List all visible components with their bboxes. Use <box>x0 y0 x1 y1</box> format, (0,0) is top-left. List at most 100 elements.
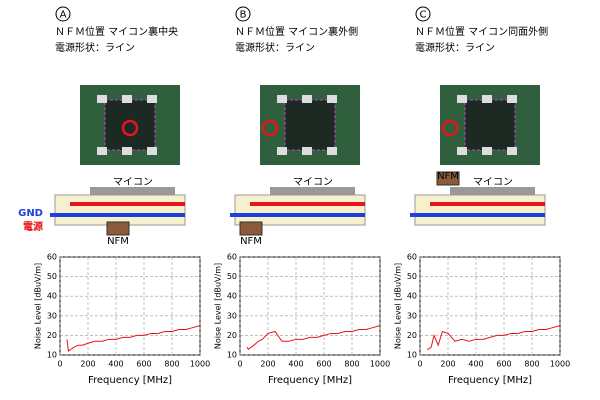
board-section <box>414 194 546 226</box>
y-tick-label: 30 <box>407 311 417 320</box>
chip-section <box>270 187 355 195</box>
panel-badge <box>235 6 251 22</box>
x-tick-label: 600 <box>316 360 331 369</box>
pcb-pad <box>507 95 517 103</box>
x-tick-label: 200 <box>260 360 275 369</box>
pcb-pad <box>277 147 287 155</box>
panel-label: C <box>420 10 427 21</box>
chip-label: マイコン <box>113 177 153 188</box>
panel-badge <box>55 6 71 22</box>
y-tick-label: 30 <box>227 311 237 320</box>
x-tick-label: 1000 <box>190 360 210 369</box>
pcb-pad <box>277 95 287 103</box>
y-tick-label: 20 <box>47 331 57 340</box>
pcb-pad <box>482 95 492 103</box>
pcb-chip <box>104 99 156 151</box>
y-tick-label: 50 <box>227 272 237 281</box>
pcb-pad <box>97 95 107 103</box>
pcb-pad <box>122 95 132 103</box>
y-axis-label: Noise Level [dBuV/m] <box>214 263 223 349</box>
plot-area <box>59 256 201 356</box>
board-section <box>54 194 186 226</box>
y-tick-label: 40 <box>407 292 417 301</box>
panel-subtitle: 電源形状：ライン <box>235 41 315 54</box>
nfm-label: NFM <box>107 236 129 247</box>
panel-title: ＮＦＭ位置 マイコン同面外側 <box>415 25 548 38</box>
pcb-pad <box>507 147 517 155</box>
pcb-pad <box>147 147 157 155</box>
y-tick-label: 60 <box>407 253 417 262</box>
board-section <box>234 194 366 226</box>
y-tick-label: 20 <box>407 331 417 340</box>
x-tick-label: 600 <box>496 360 511 369</box>
chip-section <box>450 187 535 195</box>
x-tick-label: 0 <box>57 360 62 369</box>
pcb-pad <box>327 147 337 155</box>
x-tick-label: 800 <box>344 360 359 369</box>
pcb-pad <box>482 147 492 155</box>
panel-label: A <box>60 10 67 21</box>
x-tick-label: 800 <box>164 360 179 369</box>
data-line <box>66 325 201 352</box>
chip-label: マイコン <box>293 177 333 188</box>
y-tick-label: 50 <box>47 272 57 281</box>
x-tick-label: 800 <box>524 360 539 369</box>
x-axis-label: Frequency [MHz] <box>268 375 352 386</box>
power-label: 電源 <box>23 220 43 233</box>
pcb-pad <box>122 147 132 155</box>
y-axis-label: Noise Level [dBuV/m] <box>394 263 403 349</box>
x-tick-label: 400 <box>288 360 303 369</box>
gnd-label: GND <box>18 208 43 219</box>
panel-subtitle: 電源形状：ライン <box>55 41 135 54</box>
y-tick-label: 60 <box>227 253 237 262</box>
nfm-part <box>106 221 130 236</box>
data-line <box>246 325 381 350</box>
y-tick-label: 10 <box>47 351 57 360</box>
x-tick-label: 1000 <box>370 360 390 369</box>
y-tick-label: 50 <box>407 272 417 281</box>
nfm-mark <box>441 119 459 137</box>
x-tick-label: 400 <box>108 360 123 369</box>
pcb-pad <box>302 147 312 155</box>
y-axis-label: Noise Level [dBuV/m] <box>34 263 43 349</box>
pcb-pad <box>147 95 157 103</box>
chip-section <box>90 187 175 195</box>
x-tick-label: 0 <box>237 360 242 369</box>
x-axis-label: Frequency [MHz] <box>88 375 172 386</box>
x-tick-label: 200 <box>80 360 95 369</box>
pcb-pad <box>457 147 467 155</box>
pcb-chip <box>284 99 336 151</box>
pcb-pad <box>97 147 107 155</box>
pcb-pad <box>457 95 467 103</box>
x-axis-label: Frequency [MHz] <box>448 375 532 386</box>
pcb-pad <box>302 95 312 103</box>
pcb-pad <box>327 95 337 103</box>
x-tick-label: 600 <box>136 360 151 369</box>
chip-label: マイコン <box>473 177 513 188</box>
nfm-part <box>239 221 263 236</box>
y-tick-label: 40 <box>227 292 237 301</box>
nfm-label: NFM <box>240 236 262 247</box>
nfm-mark <box>261 119 279 137</box>
y-tick-label: 10 <box>227 351 237 360</box>
panel-title: ＮＦＭ位置 マイコン裏中央 <box>55 25 178 38</box>
x-tick-label: 400 <box>468 360 483 369</box>
y-tick-label: 20 <box>227 331 237 340</box>
data-line <box>427 325 561 350</box>
nfm-label: NFM <box>437 171 459 182</box>
x-tick-label: 1000 <box>550 360 570 369</box>
y-tick-label: 60 <box>47 253 57 262</box>
panel-subtitle: 電源形状：ライン <box>415 41 495 54</box>
pcb-chip <box>464 99 516 151</box>
panel-title: ＮＦＭ位置 マイコン裏外側 <box>235 25 358 38</box>
nfm-mark <box>121 119 139 137</box>
x-tick-label: 200 <box>440 360 455 369</box>
nfm-part <box>436 171 460 186</box>
plot-area <box>419 256 561 356</box>
y-tick-label: 40 <box>47 292 57 301</box>
y-tick-label: 30 <box>47 311 57 320</box>
y-tick-label: 10 <box>407 351 417 360</box>
x-tick-label: 0 <box>417 360 422 369</box>
panel-badge <box>415 6 431 22</box>
